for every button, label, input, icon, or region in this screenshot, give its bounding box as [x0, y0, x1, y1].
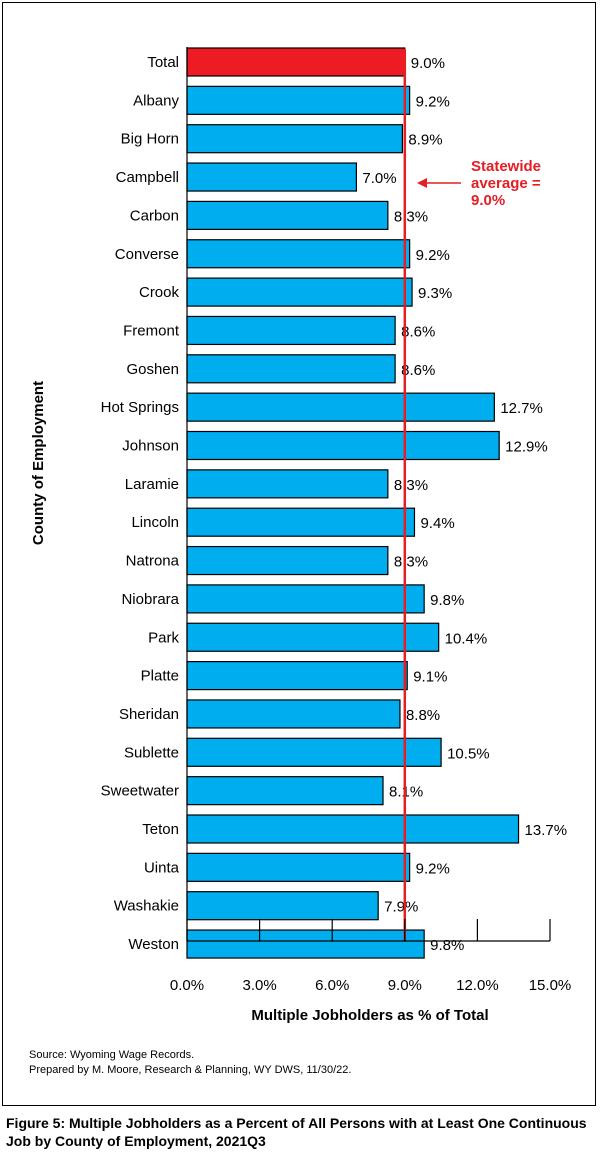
value-label: 10.4%	[445, 630, 488, 647]
category-label: Campbell	[116, 169, 179, 186]
bar	[186, 200, 389, 230]
value-label: 12.7%	[500, 400, 543, 417]
bar	[186, 660, 408, 691]
annotation-text: average =	[471, 175, 541, 192]
value-label: 9.8%	[430, 592, 464, 609]
annotation-text: Statewide	[471, 158, 541, 175]
value-label: 9.1%	[413, 669, 447, 686]
value-label: 8.3%	[394, 208, 428, 225]
annotation-arrow-head	[417, 178, 427, 188]
value-label: 9.2%	[416, 93, 450, 110]
category-label: Carbon	[130, 207, 179, 224]
category-label: Fremont	[123, 322, 180, 339]
category-label: Sheridan	[119, 706, 179, 723]
category-label: Platte	[141, 668, 179, 685]
x-tick-label: 12.0%	[456, 977, 499, 994]
value-label: 9.2%	[416, 860, 450, 877]
x-tick-label: 0.0%	[170, 977, 204, 994]
category-label: Teton	[142, 821, 179, 838]
value-label: 8.1%	[389, 784, 423, 801]
bar	[186, 929, 425, 959]
bar	[186, 776, 384, 806]
x-axis-title: Multiple Jobholders as % of Total	[251, 1007, 488, 1024]
category-label: Johnson	[122, 438, 179, 455]
value-label: 10.5%	[447, 745, 490, 762]
value-label: 13.7%	[525, 822, 568, 839]
bar	[186, 507, 416, 537]
bar	[186, 699, 401, 729]
bar	[186, 814, 520, 844]
category-label: Niobrara	[121, 591, 179, 608]
bar-chart: Total 9.0% Albany 9.2% Big Horn 8.9% Campbell 7…	[30, 47, 572, 1024]
category-label: Park	[148, 629, 179, 646]
value-label: 9.8%	[430, 937, 464, 954]
category-label: Uinta	[144, 859, 180, 876]
category-label: Big Horn	[121, 131, 179, 148]
annotation-text: 9.0%	[471, 192, 505, 209]
value-label: 12.9%	[505, 439, 548, 456]
category-label: Goshen	[126, 361, 179, 378]
bar	[186, 392, 495, 422]
x-tick-label: 3.0%	[242, 977, 276, 994]
x-tick-label: 6.0%	[315, 977, 349, 994]
bar	[186, 85, 411, 115]
category-label: Albany	[133, 92, 179, 109]
bar	[186, 584, 425, 614]
bar	[186, 469, 389, 499]
category-label: Natrona	[126, 553, 180, 570]
category-label: Sweetwater	[101, 783, 179, 800]
bar	[186, 430, 500, 461]
value-label: 9.3%	[418, 285, 452, 302]
value-label: 8.6%	[401, 362, 435, 379]
category-label: Total	[147, 54, 179, 71]
source-line: Source: Wyoming Wage Records.	[29, 1049, 195, 1061]
category-label: Crook	[139, 284, 180, 301]
bar	[186, 47, 406, 77]
value-label: 8.9%	[408, 132, 442, 149]
value-label: 7.9%	[384, 899, 418, 916]
value-label: 8.6%	[401, 323, 435, 340]
value-label: 9.4%	[420, 515, 454, 532]
value-label: 9.0%	[411, 55, 445, 72]
category-label: Weston	[128, 936, 179, 953]
category-label: Laramie	[125, 476, 179, 493]
value-label: 8.3%	[394, 554, 428, 571]
bar	[186, 545, 389, 576]
bar	[186, 852, 411, 882]
bar	[186, 124, 403, 154]
x-tick-label: 9.0%	[388, 977, 422, 994]
bar	[186, 622, 440, 652]
category-label: Washakie	[114, 898, 179, 915]
value-label: 8.8%	[406, 707, 440, 724]
value-label: 8.3%	[394, 477, 428, 494]
category-label: Converse	[115, 246, 179, 263]
x-tick-label: 15.0%	[529, 977, 572, 994]
bar	[186, 162, 357, 192]
bar	[186, 891, 379, 921]
category-label: Sublette	[124, 744, 179, 761]
value-label: 9.2%	[416, 247, 450, 264]
chart-frame: Total 9.0% Albany 9.2% Big Horn 8.9% Campbell 7…	[2, 2, 596, 1106]
bar	[186, 277, 413, 307]
category-label: Lincoln	[131, 514, 179, 531]
bar	[186, 239, 411, 269]
bar	[186, 737, 442, 767]
value-label: 7.0%	[362, 170, 396, 187]
y-axis-title: County of Employment	[30, 381, 47, 545]
prepared-by-line: Prepared by M. Moore, Research & Plannin…	[29, 1064, 352, 1076]
figure-caption: Figure 5: Multiple Jobholders as a Perce…	[6, 1115, 587, 1149]
bar	[186, 315, 396, 346]
category-label: Hot Springs	[101, 399, 179, 416]
bar	[186, 354, 396, 384]
